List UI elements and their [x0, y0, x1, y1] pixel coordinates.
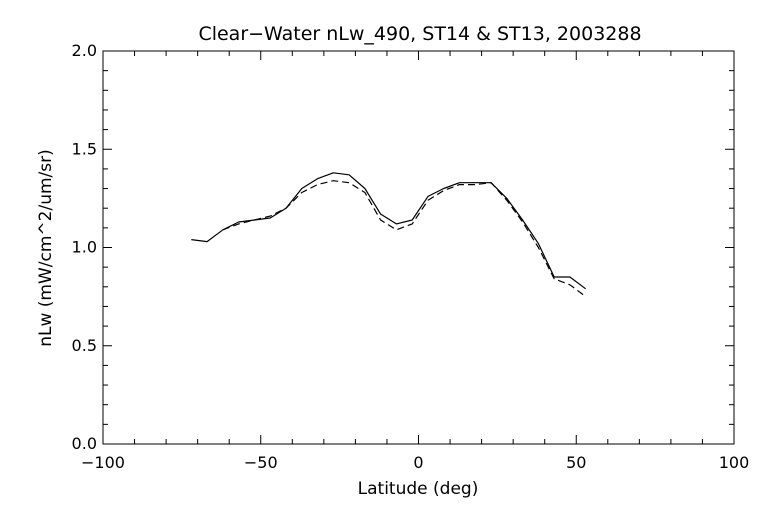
y-axis: 0.0 0.5 1.0 1.5 2.0	[72, 41, 734, 453]
chart-title: Clear−Water nLw_490, ST14 & ST13, 200328…	[198, 23, 641, 45]
y-tick-label: 1.5	[72, 139, 97, 158]
x-tick-label: −100	[81, 453, 125, 472]
x-tick-label: 0	[413, 453, 423, 472]
x-tick-label: 100	[719, 453, 750, 472]
x-tick-label: −50	[244, 453, 278, 472]
series-line-solid	[191, 172, 587, 290]
y-tick-label: 0.5	[72, 336, 97, 355]
series-line-dashed	[222, 180, 587, 298]
y-tick-label: 0.0	[72, 434, 97, 453]
x-axis-label: Latitude (deg)	[358, 479, 479, 499]
x-axis: −100 −50 0 50 100	[81, 51, 749, 472]
y-tick-label: 2.0	[72, 41, 97, 60]
y-tick-label: 1.0	[72, 238, 97, 257]
x-tick-label: 50	[566, 453, 586, 472]
y-axis-label: nLw (mW/cm^2/um/sr)	[36, 149, 56, 347]
plot-frame	[102, 50, 735, 445]
plot-area	[191, 172, 587, 298]
